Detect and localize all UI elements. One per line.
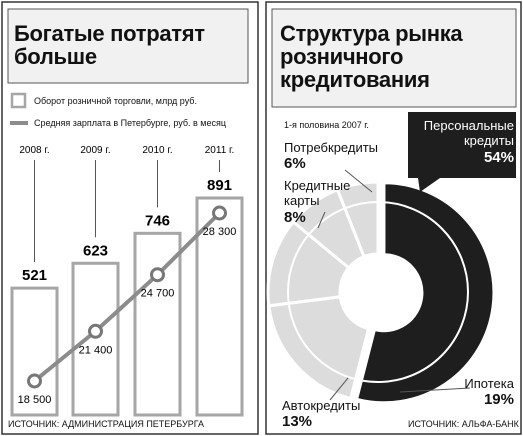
x-tick-label: 2009 г.	[80, 145, 110, 156]
bar-value-label: 891	[207, 177, 232, 194]
pie-slice	[267, 295, 371, 401]
pie-value-label: 13%	[282, 413, 313, 430]
bar	[133, 231, 182, 417]
leader-line	[329, 377, 349, 401]
leader-line	[344, 169, 373, 193]
label-box	[408, 112, 516, 192]
right-panel-border	[265, 1, 522, 435]
line-point	[212, 205, 227, 221]
pie-label: Потребкредиты	[284, 140, 379, 155]
line-value-label: 21 400	[79, 344, 113, 356]
right-title: Структура рынка розничного кредитования	[280, 21, 463, 92]
source: ИСТОЧНИК: АДМИНИСТРАЦИЯ ПЕТЕРБУРГА	[8, 419, 205, 429]
pie-label: Ипотека	[464, 376, 514, 391]
line-value-label: 18 500	[18, 394, 52, 406]
x-tick-label: 2011 г.	[205, 145, 235, 156]
pie-ring	[287, 201, 469, 383]
left-title: Богатые потратят больше	[14, 21, 205, 69]
bar-value-label: 623	[83, 242, 108, 259]
leader-line	[399, 387, 471, 393]
source: ИСТОЧНИК: АЛЬФА-БАНК	[408, 419, 519, 429]
pie-subtitle: 1-я половина 2007 г.	[284, 120, 369, 130]
x-tick-label: 2008 г.	[19, 145, 49, 156]
bar	[71, 261, 120, 417]
bar-value-label: 521	[22, 267, 47, 284]
pie-slice	[354, 181, 496, 405]
pie-value-label: 54%	[483, 149, 514, 166]
legend-label: Средняя зарплата в Петербурге, руб. в ме…	[34, 118, 226, 128]
line-point	[88, 323, 103, 339]
legend-label: Оборот розничной торговли, млрд руб.	[34, 96, 197, 106]
pie-value-label: 8%	[284, 209, 306, 226]
bar	[10, 286, 59, 417]
legend-swatch	[10, 92, 27, 109]
line-value-label: 28 300	[203, 226, 237, 238]
pie-value-label: 6%	[284, 155, 306, 172]
leader-line	[317, 211, 326, 229]
x-tick-label: 2010 г.	[142, 145, 172, 156]
left-title-box	[7, 8, 249, 84]
line-point	[150, 267, 165, 283]
bar-value-label: 746	[145, 212, 170, 229]
pie-label: Кредитные карты	[284, 178, 351, 208]
pie-slice	[335, 180, 380, 259]
pie-label: Автокредиты	[282, 398, 361, 413]
line-value-label: 24 700	[141, 288, 175, 300]
pie-value-label: 19%	[483, 391, 514, 408]
line-point	[27, 373, 42, 389]
line-series	[33, 211, 221, 383]
right-title-box	[271, 8, 517, 108]
pie-label: Персональные кредиты	[423, 118, 514, 148]
left-panel-border	[1, 1, 259, 435]
bar	[195, 196, 244, 417]
